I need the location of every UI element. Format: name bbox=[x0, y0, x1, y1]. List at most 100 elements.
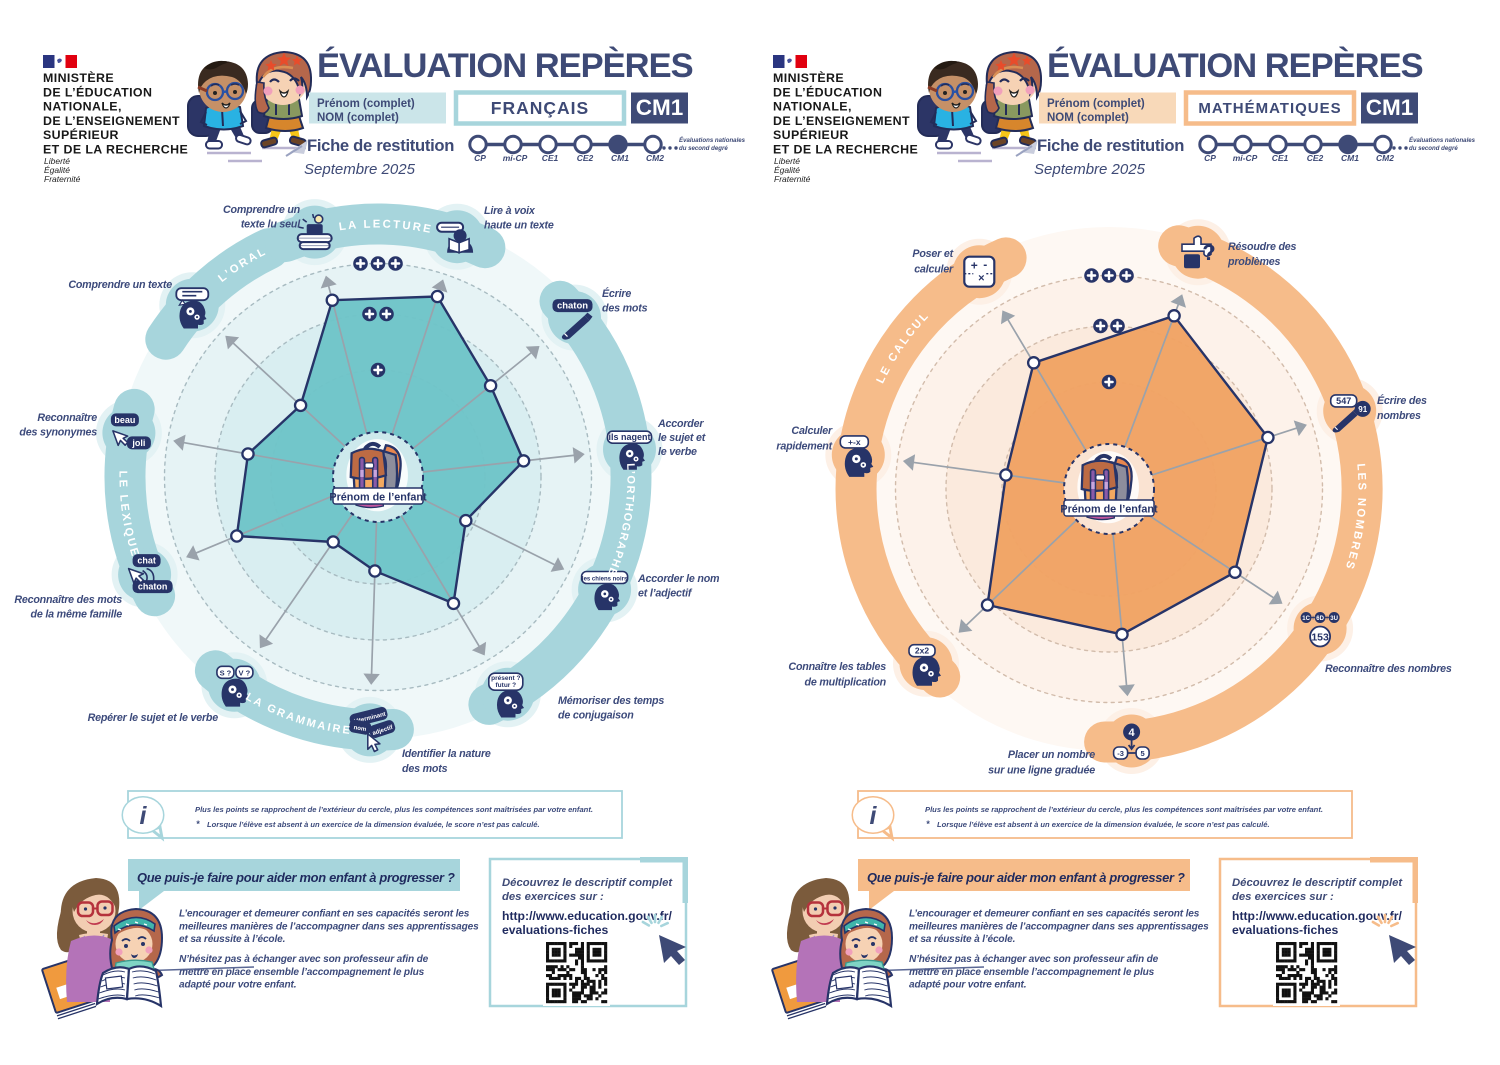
svg-text:N’hésitez pas à échanger avec: N’hésitez pas à échanger avec son profes… bbox=[909, 954, 1159, 965]
svg-text:NATIONALE,: NATIONALE, bbox=[773, 100, 852, 114]
svg-text:CM1: CM1 bbox=[636, 95, 684, 120]
svg-text:des synonymes: des synonymes bbox=[19, 427, 97, 439]
svg-text:CE2: CE2 bbox=[1307, 153, 1324, 163]
svg-text:+: + bbox=[1325, 615, 1329, 622]
svg-text:du second degré: du second degré bbox=[1409, 145, 1458, 152]
svg-text:DE L’ENSEIGNEMENT: DE L’ENSEIGNEMENT bbox=[773, 114, 910, 128]
svg-text:+: + bbox=[971, 259, 978, 273]
svg-text:de multiplication: de multiplication bbox=[804, 677, 886, 689]
svg-text:Liberté: Liberté bbox=[774, 156, 800, 166]
svg-text:Résoudre des: Résoudre des bbox=[1228, 241, 1297, 253]
svg-text:MINISTÈRE: MINISTÈRE bbox=[43, 70, 114, 85]
svg-text:1C: 1C bbox=[1302, 616, 1310, 622]
svg-text:les chiens noirs: les chiens noirs bbox=[582, 577, 628, 583]
svg-text:Reconnaître des mots: Reconnaître des mots bbox=[14, 594, 122, 606]
svg-text:Lire à voix: Lire à voix bbox=[484, 205, 536, 217]
svg-text:Écrire des: Écrire des bbox=[1377, 394, 1427, 407]
svg-text:evaluations-fiches: evaluations-fiches bbox=[502, 923, 609, 937]
svg-text:Septembre 2025: Septembre 2025 bbox=[304, 161, 416, 178]
svg-text:Identifier la nature: Identifier la nature bbox=[402, 748, 491, 760]
svg-text:ET DE LA RECHERCHE: ET DE LA RECHERCHE bbox=[43, 143, 188, 157]
svg-text:CM1: CM1 bbox=[1341, 153, 1359, 163]
svg-text:153: 153 bbox=[1311, 632, 1329, 644]
svg-text:Comprendre un texte: Comprendre un texte bbox=[68, 279, 172, 291]
svg-text:chat: chat bbox=[137, 556, 156, 566]
svg-text:Plus les points se rapprochent: Plus les points se rapprochent de l’exté… bbox=[195, 805, 593, 814]
svg-text:CM1: CM1 bbox=[611, 153, 629, 163]
svg-text:i: i bbox=[870, 802, 878, 830]
svg-text:+: + bbox=[1311, 615, 1315, 622]
svg-text:CE2: CE2 bbox=[577, 153, 594, 163]
svg-text:calculer: calculer bbox=[914, 264, 954, 276]
svg-text:Lorsque l’élève est absent à u: Lorsque l’élève est absent à un exercice… bbox=[207, 820, 540, 829]
svg-text:Poser et: Poser et bbox=[912, 248, 953, 260]
svg-text:CP: CP bbox=[474, 153, 486, 163]
svg-text:http://www.education.gouv.fr/: http://www.education.gouv.fr/ bbox=[502, 909, 673, 923]
svg-text:de la même famille: de la même famille bbox=[31, 609, 123, 621]
svg-text:et sa réussite à l’école.: et sa réussite à l’école. bbox=[909, 934, 1015, 945]
svg-text:Connaître les tables: Connaître les tables bbox=[788, 661, 886, 673]
svg-text:Égalité: Égalité bbox=[44, 165, 70, 175]
svg-text:le sujet et: le sujet et bbox=[658, 432, 706, 444]
svg-text:adapté pour votre enfant.: adapté pour votre enfant. bbox=[909, 980, 1026, 991]
svg-text:ils nagent: ils nagent bbox=[608, 432, 650, 442]
svg-text:mettre en place ensemble l’acc: mettre en place ensemble l’accompagnemen… bbox=[179, 967, 425, 978]
svg-text:et sa réussite à l’école.: et sa réussite à l’école. bbox=[179, 934, 285, 945]
svg-text:SUPÉRIEUR: SUPÉRIEUR bbox=[773, 127, 849, 142]
svg-text:CM2: CM2 bbox=[1376, 153, 1394, 163]
svg-text:Prénom (complet): Prénom (complet) bbox=[1047, 98, 1145, 110]
svg-text:beau: beau bbox=[114, 415, 135, 425]
svg-text:evaluations-fiches: evaluations-fiches bbox=[1232, 923, 1339, 937]
svg-text:du second degré: du second degré bbox=[679, 145, 728, 152]
svg-text:problèmes: problèmes bbox=[1227, 256, 1281, 268]
svg-text:CP: CP bbox=[1204, 153, 1216, 163]
svg-text:Mémoriser des temps: Mémoriser des temps bbox=[558, 695, 664, 707]
svg-text:N’hésitez pas à échanger avec: N’hésitez pas à échanger avec son profes… bbox=[179, 954, 429, 965]
svg-text:-3: -3 bbox=[1117, 749, 1124, 758]
svg-text:mi-CP: mi-CP bbox=[1233, 153, 1258, 163]
svg-text:meilleures manières de l’accom: meilleures manières de l’accompagner dan… bbox=[909, 921, 1209, 932]
svg-text:Découvrez le descriptif comple: Découvrez le descriptif complet bbox=[1232, 877, 1403, 889]
svg-text:5: 5 bbox=[1141, 749, 1145, 758]
svg-text:*: * bbox=[926, 819, 930, 829]
svg-text:91: 91 bbox=[1358, 405, 1367, 414]
svg-text:547: 547 bbox=[1336, 396, 1351, 406]
svg-text:DE L’ÉDUCATION: DE L’ÉDUCATION bbox=[43, 84, 152, 99]
svg-text:Lorsque l’élève est absent à u: Lorsque l’élève est absent à un exercice… bbox=[937, 820, 1270, 829]
svg-text:Plus les points se rapprochent: Plus les points se rapprochent de l’exté… bbox=[925, 805, 1323, 814]
svg-text:de conjugaison: de conjugaison bbox=[558, 710, 634, 722]
svg-text:L’encourager et demeurer confi: L’encourager et demeurer confiant en ses… bbox=[909, 909, 1200, 920]
svg-text:6D: 6D bbox=[1316, 616, 1324, 622]
svg-text:Fiche de restitution: Fiche de restitution bbox=[307, 136, 454, 155]
svg-text:S ?: S ? bbox=[220, 668, 232, 677]
svg-text:NOM (complet): NOM (complet) bbox=[1047, 112, 1129, 124]
svg-text:chaton: chaton bbox=[557, 301, 588, 312]
svg-text:Prénom de l’enfant: Prénom de l’enfant bbox=[329, 492, 427, 504]
svg-text:ÉVALUATION REPÈRES: ÉVALUATION REPÈRES bbox=[1047, 45, 1423, 85]
svg-text:MATHÉMATIQUES: MATHÉMATIQUES bbox=[1198, 100, 1341, 117]
svg-text:futur ?: futur ? bbox=[496, 682, 517, 689]
svg-text:4: 4 bbox=[1129, 727, 1136, 739]
svg-text:Repérer le sujet et le verbe: Repérer le sujet et le verbe bbox=[88, 712, 219, 724]
svg-text:-: - bbox=[983, 258, 987, 272]
svg-text:2x2: 2x2 bbox=[915, 646, 929, 656]
svg-text:ET DE LA RECHERCHE: ET DE LA RECHERCHE bbox=[773, 143, 918, 157]
svg-text:Calculer: Calculer bbox=[791, 425, 833, 437]
svg-text:Fraternité: Fraternité bbox=[774, 174, 811, 184]
svg-text:http://www.education.gouv.fr/: http://www.education.gouv.fr/ bbox=[1232, 909, 1403, 923]
svg-text:sur une ligne graduée: sur une ligne graduée bbox=[988, 765, 1095, 777]
svg-text:Égalité: Égalité bbox=[774, 165, 800, 175]
svg-text:Liberté: Liberté bbox=[44, 156, 70, 166]
svg-text:+-x: +-x bbox=[848, 437, 861, 447]
svg-text:présent ?: présent ? bbox=[491, 675, 520, 682]
svg-text:?: ? bbox=[1202, 240, 1215, 265]
svg-text:Que puis-je faire pour aider m: Que puis-je faire pour aider mon enfant … bbox=[867, 870, 1185, 885]
svg-text:Découvrez le descriptif comple: Découvrez le descriptif complet bbox=[502, 877, 673, 889]
svg-text:des mots: des mots bbox=[602, 303, 648, 315]
svg-text:Comprendre un: Comprendre un bbox=[223, 204, 301, 216]
svg-text:NOM (complet): NOM (complet) bbox=[317, 112, 399, 124]
svg-text:haute un texte: haute un texte bbox=[484, 220, 554, 232]
svg-text:Fiche de restitution: Fiche de restitution bbox=[1037, 136, 1184, 155]
svg-text:des mots: des mots bbox=[402, 763, 448, 775]
svg-text:CM1: CM1 bbox=[1366, 95, 1414, 120]
